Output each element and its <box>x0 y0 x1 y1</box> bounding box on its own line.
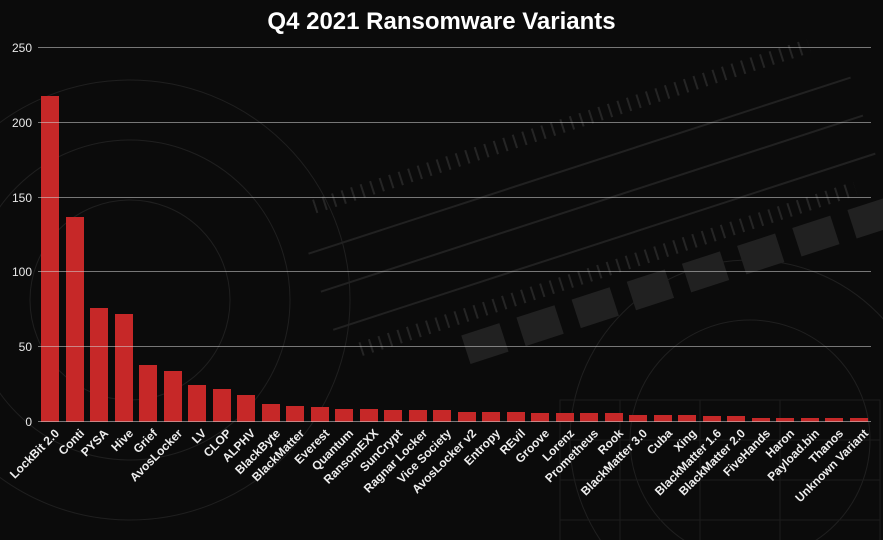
x-tick-label: Payload.bin <box>808 422 824 438</box>
grid-line <box>38 421 871 422</box>
x-tick-label: AvosLocker <box>171 422 187 438</box>
grid-line <box>38 47 871 48</box>
x-tick-label: Ragnar Locker <box>416 422 432 438</box>
bar <box>139 365 157 422</box>
x-tick-label: CLOP <box>220 422 236 438</box>
bars-container: LockBit 2.0ContiPYSAHiveGriefAvosLockerL… <box>38 48 871 422</box>
x-tick-label: Grief <box>146 422 162 438</box>
x-tick-label: Unknown Variant <box>857 422 873 438</box>
grid-line <box>38 271 871 272</box>
bar <box>262 404 280 422</box>
bar <box>90 308 108 422</box>
chart-stage: Q4 2021 Ransomware Variants LockBit 2.0C… <box>0 0 883 540</box>
x-tick-label: PYSA <box>97 422 113 438</box>
x-tick-label: Haron <box>783 422 799 438</box>
x-tick-label: Prometheus <box>587 422 603 438</box>
grid-line <box>38 346 871 347</box>
bar <box>237 395 255 422</box>
bar <box>311 407 329 422</box>
bar <box>360 409 378 422</box>
y-tick-label: 100 <box>12 265 38 279</box>
y-tick-label: 50 <box>19 340 38 354</box>
x-tick-label: Xing <box>685 422 701 438</box>
bar <box>286 406 304 422</box>
x-tick-label: LV <box>195 422 211 438</box>
x-tick-label: SunCrypt <box>391 422 407 438</box>
grid-line <box>38 122 871 123</box>
x-tick-label: LockBit 2.0 <box>48 422 64 438</box>
chart-title: Q4 2021 Ransomware Variants <box>0 8 883 36</box>
x-tick-label: REvil <box>514 422 530 438</box>
y-tick-label: 250 <box>12 41 38 55</box>
bar <box>188 385 206 422</box>
x-tick-label: Rook <box>612 422 628 438</box>
y-tick-label: 200 <box>12 116 38 130</box>
bar <box>335 409 353 422</box>
x-tick-label: Vice Society <box>440 422 456 438</box>
x-tick-label: Thanos <box>832 422 848 438</box>
bar <box>164 371 182 422</box>
x-tick-label: BlackMatter 3.0 <box>636 422 652 438</box>
grid-line <box>38 197 871 198</box>
x-tick-label: Lorenz <box>563 422 579 438</box>
x-tick-label: BlackMatter <box>293 422 309 438</box>
x-tick-label: Everest <box>318 422 334 438</box>
x-tick-label: BlackMatter 2.0 <box>734 422 750 438</box>
x-tick-label: Hive <box>122 422 138 438</box>
x-tick-label: ALPHV <box>244 422 260 438</box>
x-tick-label: BlackByte <box>269 422 285 438</box>
bar <box>115 314 133 422</box>
bar <box>66 217 84 422</box>
bar <box>41 96 59 422</box>
x-tick-label: Cuba <box>661 422 677 438</box>
x-tick-label: Quantum <box>342 422 358 438</box>
x-tick-label: RansomEXX <box>367 422 383 438</box>
x-tick-label: Groove <box>538 422 554 438</box>
y-tick-label: 0 <box>25 415 38 429</box>
x-tick-label: FiveHands <box>759 422 775 438</box>
x-tick-label: AvosLocker v2 <box>465 422 481 438</box>
x-tick-label: BlackMatter 1.6 <box>710 422 726 438</box>
bar-chart: LockBit 2.0ContiPYSAHiveGriefAvosLockerL… <box>38 48 871 422</box>
x-tick-label: Conti <box>73 422 89 438</box>
plot-area: LockBit 2.0ContiPYSAHiveGriefAvosLockerL… <box>38 48 871 422</box>
bar <box>213 389 231 422</box>
y-tick-label: 150 <box>12 191 38 205</box>
x-tick-label: Entropy <box>489 422 505 438</box>
